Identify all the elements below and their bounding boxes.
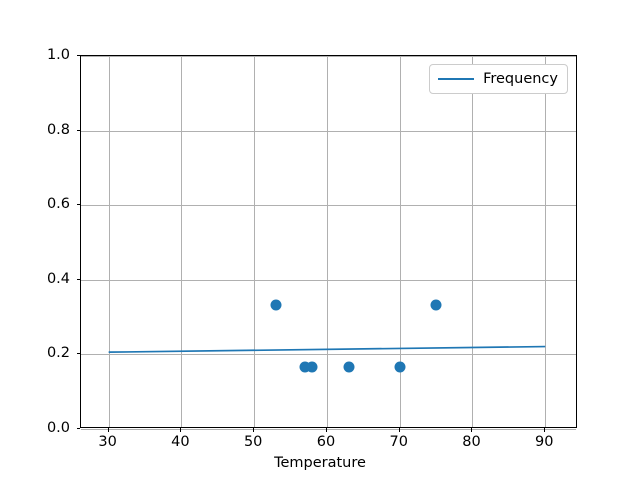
gridline-x-70: [399, 56, 401, 427]
x-tick-label-30: 30: [98, 434, 117, 450]
x-tick-label-90: 90: [535, 434, 554, 450]
x-tick-70: [398, 428, 400, 432]
frequency-line: [108, 345, 546, 354]
y-tick-0.4: [76, 278, 80, 280]
y-tick-1: [76, 55, 80, 56]
x-axis-label: Temperature: [274, 455, 366, 471]
data-point: [299, 361, 311, 373]
x-tick-label-70: 70: [389, 434, 408, 450]
x-tick-60: [325, 428, 327, 432]
gridline-x-50: [254, 56, 256, 427]
x-tick-label-40: 40: [171, 434, 190, 450]
gridline-x-30: [108, 56, 110, 427]
data-point: [343, 361, 355, 373]
gridline-x-60: [326, 56, 328, 427]
gridline-y-0: [81, 429, 576, 430]
gridline-y-0.2: [81, 354, 576, 356]
x-tick-50: [253, 428, 255, 432]
y-tick-label-0.6: 0.6: [46, 196, 70, 213]
plot-area: Frequency: [80, 55, 577, 430]
y-tick-label-1: 1.0: [46, 47, 70, 63]
y-tick-0.8: [76, 129, 80, 131]
gridline-x-40: [181, 56, 183, 427]
legend-label-frequency: Frequency: [483, 71, 558, 87]
data-point: [306, 361, 318, 373]
y-tick-label-0: 0.0: [46, 420, 70, 436]
legend: Frequency: [429, 64, 568, 94]
legend-line-swatch: [438, 78, 475, 80]
gridline-x-80: [472, 56, 474, 427]
y-tick-label-0.2: 0.2: [46, 345, 70, 362]
gridline-y-0.8: [81, 130, 576, 132]
y-tick-0.6: [76, 204, 80, 206]
gridline-y-0.6: [81, 205, 576, 207]
gridline-y-1: [81, 56, 576, 57]
gridline-y-0.4: [81, 279, 576, 281]
x-tick-30: [107, 428, 109, 432]
x-tick-label-80: 80: [462, 434, 481, 450]
y-tick-0.2: [76, 353, 80, 355]
x-tick-80: [471, 428, 473, 432]
y-tick-label-0.4: 0.4: [46, 270, 70, 287]
x-tick-label-60: 60: [316, 434, 336, 450]
x-tick-label-50: 50: [243, 434, 263, 450]
y-tick-0: [76, 428, 80, 429]
data-point: [430, 299, 442, 311]
data-point: [270, 299, 282, 311]
gridline-x-90: [545, 56, 547, 427]
data-point: [394, 361, 406, 373]
x-tick-90: [544, 428, 546, 432]
x-tick-40: [180, 428, 182, 432]
y-tick-label-0.8: 0.8: [46, 121, 70, 138]
frequency-line-series: [108, 345, 546, 354]
